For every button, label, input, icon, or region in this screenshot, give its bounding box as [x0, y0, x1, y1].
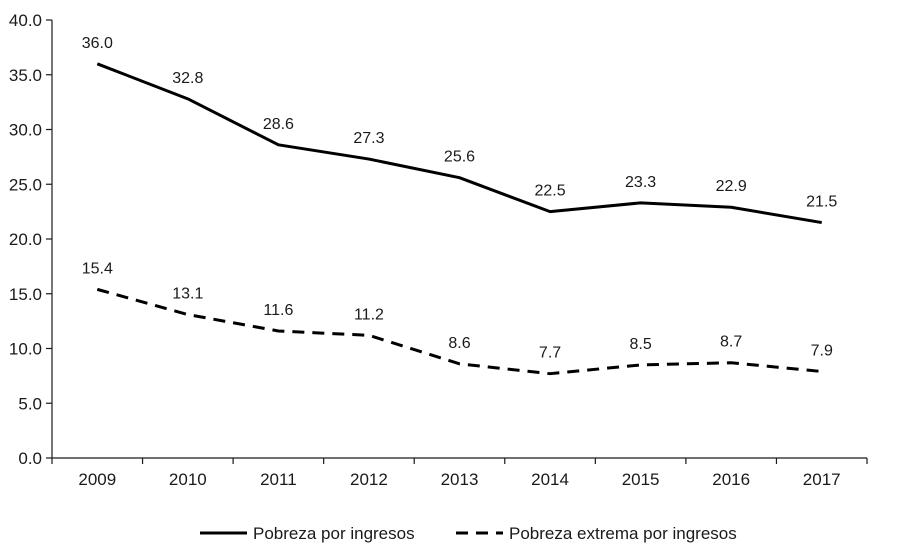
x-tick-label: 2012: [350, 470, 388, 489]
data-label: 8.7: [720, 334, 742, 351]
y-tick-label: 35.0: [9, 66, 42, 85]
series-line-0: [96, 62, 822, 225]
data-label: 7.9: [811, 342, 833, 359]
data-label: 15.4: [82, 260, 113, 277]
data-labels: 36.0 32.8 28.6 27.3 25.6 22.5 23.3 22.9 21.5 15.4…: [82, 35, 838, 362]
data-label: 27.3: [353, 130, 384, 147]
y-tick-label: 15.0: [9, 285, 42, 304]
y-tick-label: 0.0: [18, 449, 42, 468]
y-tick-label: 20.0: [9, 230, 42, 249]
data-label: 7.7: [539, 345, 561, 362]
x-tick-label: 2017: [803, 470, 841, 489]
y-tick-label: 30.0: [9, 121, 42, 140]
data-label: 25.6: [444, 149, 475, 166]
y-tick-label: 25.0: [9, 175, 42, 194]
data-label: 28.6: [263, 116, 294, 133]
x-axis: 2009 2010 2011 2012 2013 2014 2015 2016 2017: [51, 457, 868, 489]
x-tick-label: 2016: [712, 470, 750, 489]
legend: Pobreza por ingresos Pobreza extrema por…: [200, 524, 737, 543]
data-label: 21.5: [806, 194, 837, 211]
series-line-1: [96, 287, 822, 376]
data-label: 23.3: [625, 174, 656, 191]
data-label: 8.6: [448, 335, 470, 352]
x-tick-label: 2015: [622, 470, 660, 489]
x-tick-label: 2009: [78, 470, 116, 489]
x-tick-label: 2010: [169, 470, 207, 489]
x-tick-label: 2014: [531, 470, 569, 489]
data-label: 22.9: [716, 178, 747, 195]
data-label: 22.5: [534, 183, 565, 200]
legend-label-0: Pobreza por ingresos: [253, 524, 415, 543]
y-axis: 0.0 5.0 10.0 15.0 20.0 25.0 30.0 35.0 40.0: [9, 11, 53, 468]
data-label: 8.5: [629, 336, 651, 353]
y-tick-label: 40.0: [9, 11, 42, 30]
data-label: 36.0: [82, 35, 113, 52]
legend-label-1: Pobreza extrema por ingresos: [509, 524, 737, 543]
data-label: 11.2: [354, 306, 384, 323]
plot-area: [96, 62, 822, 376]
data-label: 13.1: [172, 286, 203, 303]
y-tick-label: 5.0: [18, 394, 42, 413]
data-label: 32.8: [172, 70, 203, 87]
y-tick-label: 10.0: [9, 340, 42, 359]
data-label: 11.6: [263, 302, 293, 319]
x-tick-label: 2011: [260, 470, 297, 489]
x-tick-label: 2013: [441, 470, 479, 489]
